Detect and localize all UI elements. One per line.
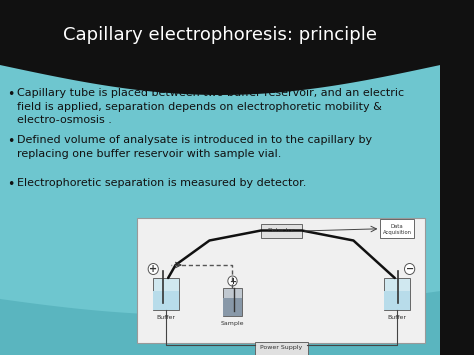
- FancyBboxPatch shape: [223, 288, 242, 316]
- FancyBboxPatch shape: [383, 278, 410, 310]
- Text: Detector: Detector: [268, 229, 295, 234]
- FancyBboxPatch shape: [153, 291, 179, 310]
- Text: +: +: [229, 277, 236, 285]
- Text: Buffer: Buffer: [157, 315, 176, 320]
- Text: −: −: [406, 264, 414, 274]
- Circle shape: [228, 276, 237, 286]
- Text: +: +: [149, 264, 157, 274]
- Text: Capillary tube is placed between two buffer reservoir, and an electric
field is : Capillary tube is placed between two buf…: [17, 88, 404, 125]
- Text: •: •: [8, 135, 15, 148]
- Text: Data
Acquisition: Data Acquisition: [383, 224, 411, 235]
- Circle shape: [148, 263, 158, 274]
- Text: Buffer: Buffer: [387, 315, 406, 320]
- FancyBboxPatch shape: [0, 65, 440, 355]
- Text: Power Supply: Power Supply: [260, 345, 302, 350]
- Polygon shape: [0, 0, 440, 95]
- Text: Electrophoretic separation is measured by detector.: Electrophoretic separation is measured b…: [17, 178, 306, 188]
- FancyBboxPatch shape: [0, 0, 440, 65]
- Text: •: •: [8, 88, 15, 101]
- Text: Defined volume of analysate is introduced in to the capillary by
replacing one b: Defined volume of analysate is introduce…: [17, 135, 372, 159]
- FancyBboxPatch shape: [137, 218, 425, 343]
- Circle shape: [404, 263, 415, 274]
- Text: •: •: [8, 178, 15, 191]
- FancyBboxPatch shape: [223, 298, 242, 316]
- Text: Capillary electrophoresis: principle: Capillary electrophoresis: principle: [63, 26, 377, 44]
- FancyBboxPatch shape: [261, 224, 302, 238]
- FancyBboxPatch shape: [153, 278, 179, 310]
- FancyBboxPatch shape: [383, 291, 410, 310]
- FancyBboxPatch shape: [255, 342, 308, 355]
- Text: Sample: Sample: [221, 321, 244, 326]
- Polygon shape: [0, 291, 440, 355]
- FancyBboxPatch shape: [380, 219, 414, 238]
